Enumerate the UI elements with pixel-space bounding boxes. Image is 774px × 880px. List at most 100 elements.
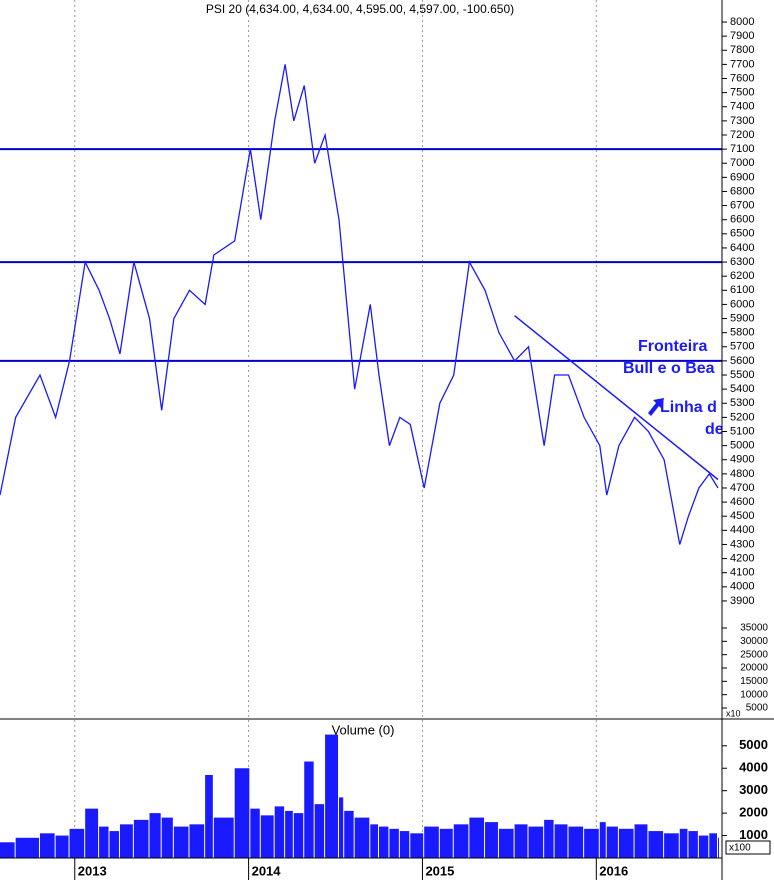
volume-bar [599,822,606,858]
y-tick-label: 5600 [730,355,754,367]
y2-tick-label: 15000 [740,676,768,687]
y-tick-label: 7200 [730,129,754,141]
volume-bar [99,826,109,858]
volume-bar [399,831,410,858]
y2-tick-label: 5000 [746,703,769,714]
y2-tick-label: 25000 [740,649,768,660]
volume-bar [378,826,389,858]
annotation: Fronteira [638,338,707,355]
y-tick-label: 4900 [730,454,754,466]
y-tick-label: 7100 [730,143,754,155]
y-tick-label: 1000 [739,827,768,842]
y-tick-label: 6800 [730,185,754,197]
volume-bar [514,824,528,858]
annotation: Linha d [660,399,717,416]
y-tick-label: 3000 [739,782,768,797]
volume-bar [453,824,469,858]
y-tick-label: 4600 [730,496,754,508]
multiplier-box [725,840,771,855]
y2-tick-label: 30000 [740,636,768,647]
volume-bar [544,819,554,858]
volume-bar [485,822,498,858]
y-tick-label: 6500 [730,228,754,240]
axis-panel [722,0,774,880]
trendline [514,315,719,481]
volume-bar [679,828,688,858]
volume-bar [293,813,304,858]
volume-bar [344,810,354,858]
volume-bar [15,837,39,858]
y-tick-label: 8000 [730,16,754,28]
y-tick-label: 5400 [730,383,754,395]
volume-bar [213,817,234,858]
y-tick-label: 6000 [730,298,754,310]
volume-bar [664,833,679,858]
y-tick-label: 4300 [730,538,754,550]
y-tick-label: 4500 [730,510,754,522]
y-tick-label: 6400 [730,242,754,254]
y-tick-label: 7000 [730,157,754,169]
y-tick-label: 6700 [730,199,754,211]
volume-bar [606,826,618,858]
volume-bar [709,833,717,858]
volume-bar [304,761,314,858]
volume-bar [149,813,161,858]
volume-bar [119,824,133,858]
volume-bar [314,804,325,858]
volume-bar [528,826,544,858]
y-tick-label: 7700 [730,58,754,70]
x-tick-label: 2014 [252,863,282,878]
x-tick-label: 2015 [425,863,454,878]
y-tick-label: 6200 [730,270,754,282]
y-tick-label: 5000 [730,440,754,452]
price-line [0,64,719,545]
volume-bar [260,815,274,858]
y-tick-label: 7600 [730,72,754,84]
y-tick-label: 2000 [739,805,768,820]
y-tick-label: 6600 [730,214,754,226]
y-tick-label: 6900 [730,171,754,183]
volume-bar [634,824,648,858]
y-tick-label: 6100 [730,284,754,296]
y-tick-label: 4700 [730,482,754,494]
volume-bar [69,828,85,858]
y-tick-label: 5200 [730,411,754,423]
volume-bar [109,831,119,858]
x-tick-label: 2013 [78,863,107,878]
volume-bar [250,808,260,858]
volume-bar [133,819,149,858]
y-tick-label: 7400 [730,101,754,113]
y-tick-label: 4000 [730,581,754,593]
y-multiplier: x100 [729,843,751,854]
volume-bar [285,810,293,858]
volume-bar [698,835,709,858]
chart-title: PSI 20 (4,634.00, 4,634.00, 4,595.00, 4,… [206,2,514,16]
y-tick-label: 7900 [730,30,754,42]
volume-bar [410,833,424,858]
volume-bar [568,826,584,858]
volume-bar [439,828,453,858]
volume-bar [0,842,15,858]
volume-bar [339,797,344,858]
volume-bar [718,837,719,858]
y-tick-label: 4400 [730,524,754,536]
y-tick-label: 7300 [730,115,754,127]
y-tick-label: 4800 [730,468,754,480]
volume-bar [469,817,485,858]
annotation: Bull e o Bea [623,360,715,377]
y-tick-label: 4000 [739,760,768,775]
y2-tick-label: 10000 [740,689,768,700]
y-tick-label: 5700 [730,341,754,353]
volume-bar [325,734,339,858]
y2-tick-label: 35000 [740,623,768,634]
volume-bar [648,831,664,858]
y-tick-label: 3900 [730,595,754,607]
volume-bar [389,828,399,858]
volume-title: Volume (0) [332,722,395,737]
volume-bar [498,828,514,858]
y-tick-label: 5500 [730,369,754,381]
volume-bar [161,817,173,858]
volume-bar [234,768,250,858]
